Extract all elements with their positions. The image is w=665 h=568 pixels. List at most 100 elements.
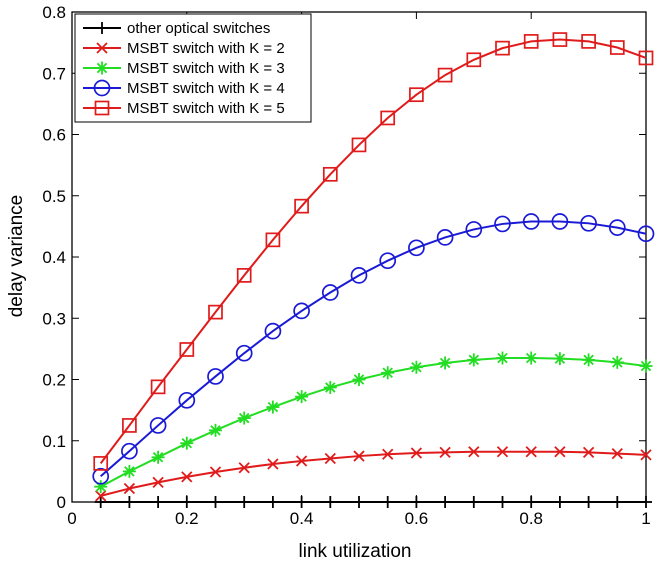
legend-marker <box>96 22 108 34</box>
data-point <box>323 380 337 394</box>
legend-entry: MSBT switch with K = 3 <box>83 60 285 77</box>
data-point <box>209 466 222 478</box>
legend-marker <box>96 42 108 54</box>
data-point <box>92 467 110 485</box>
data-point <box>180 496 193 508</box>
data-point <box>178 391 196 409</box>
data-point <box>380 110 396 126</box>
data-point <box>610 355 624 369</box>
x-tick-labels: 0 0.2 0.4 0.6 0.8 1 <box>67 509 650 528</box>
legend-label: MSBT switch with K = 3 <box>127 60 285 77</box>
data-point <box>294 198 309 214</box>
y-tick-label: 0.7 <box>42 64 66 83</box>
data-point <box>123 482 136 495</box>
data-point <box>496 496 509 508</box>
data-point <box>265 232 281 248</box>
data-point <box>151 450 165 464</box>
data-point <box>180 436 194 450</box>
data-point <box>152 496 165 508</box>
data-point <box>179 342 195 357</box>
legend-label: MSBT switch with K = 4 <box>127 80 285 97</box>
legend-label: MSBT switch with K = 2 <box>127 40 285 57</box>
data-point <box>582 446 595 459</box>
data-point <box>639 359 653 373</box>
data-point <box>95 490 107 502</box>
data-point <box>580 214 597 232</box>
data-point <box>236 268 252 283</box>
data-point <box>381 366 395 380</box>
y-tick-labels: 0 0.1 0.2 0.3 0.4 0.5 0.6 0.7 0.8 <box>42 3 66 512</box>
legend-marker <box>95 61 109 75</box>
data-point <box>551 213 569 230</box>
data-point <box>353 450 365 462</box>
data-point <box>466 52 482 68</box>
data-point <box>351 137 367 153</box>
data-point <box>438 356 452 370</box>
data-point <box>209 423 222 437</box>
series-0 <box>94 496 652 508</box>
x-tick-label: 0.2 <box>175 509 199 528</box>
data-point <box>267 458 279 470</box>
y-tick-label: 0.8 <box>42 3 66 22</box>
y-tick-label: 0.6 <box>42 126 66 145</box>
data-point <box>494 215 511 233</box>
x-tick-label: 0 <box>67 509 76 528</box>
x-tick-label: 1 <box>641 509 650 528</box>
x-tick-label: 0.8 <box>519 509 543 528</box>
data-point <box>608 219 626 236</box>
data-point <box>409 360 423 374</box>
data-point <box>409 87 424 103</box>
data-point <box>524 351 538 365</box>
series-1 <box>95 446 652 502</box>
data-point <box>609 40 625 55</box>
legend-marker <box>93 79 111 97</box>
data-point <box>266 400 280 414</box>
data-point <box>496 446 509 458</box>
series-line <box>100 220 647 478</box>
data-point <box>496 351 509 365</box>
data-point <box>525 496 538 508</box>
data-point <box>495 40 510 56</box>
data-point <box>237 411 251 425</box>
data-point <box>552 32 568 47</box>
data-point <box>437 67 453 83</box>
series-line <box>100 450 647 497</box>
data-point <box>123 496 136 508</box>
data-point <box>467 353 481 367</box>
data-point <box>295 455 308 467</box>
data-point <box>523 34 539 49</box>
data-point <box>439 446 451 459</box>
data-point <box>408 239 425 257</box>
data-point <box>553 352 567 366</box>
data-point <box>465 221 483 238</box>
data-point <box>122 464 136 478</box>
data-point <box>554 446 566 458</box>
data-point <box>322 166 338 182</box>
legend: other optical switches MSBT switch with K… <box>74 13 312 123</box>
data-point <box>235 344 253 362</box>
data-point <box>582 496 595 508</box>
data-point <box>382 448 394 460</box>
legend-entry: MSBT switch with K = 5 <box>83 100 285 117</box>
y-tick-label: 0.1 <box>42 432 66 451</box>
data-point <box>352 373 366 386</box>
data-point <box>93 456 109 471</box>
legend-entry: other optical switches <box>83 20 270 37</box>
y-tick-label: 0.5 <box>42 187 66 206</box>
data-point <box>467 496 480 508</box>
data-point <box>264 322 282 340</box>
data-point <box>121 442 138 460</box>
data-point <box>637 225 655 243</box>
data-point <box>638 50 654 66</box>
series-layer <box>92 32 655 508</box>
data-point <box>436 229 454 246</box>
y-tick-label: 0.2 <box>42 371 66 390</box>
x-tick-label: 0.6 <box>405 509 429 528</box>
data-point <box>150 379 166 395</box>
data-point <box>379 252 397 270</box>
data-point <box>381 496 394 508</box>
data-point <box>410 496 423 508</box>
data-point <box>640 496 652 508</box>
x-tick-label: 0.4 <box>290 509 314 528</box>
